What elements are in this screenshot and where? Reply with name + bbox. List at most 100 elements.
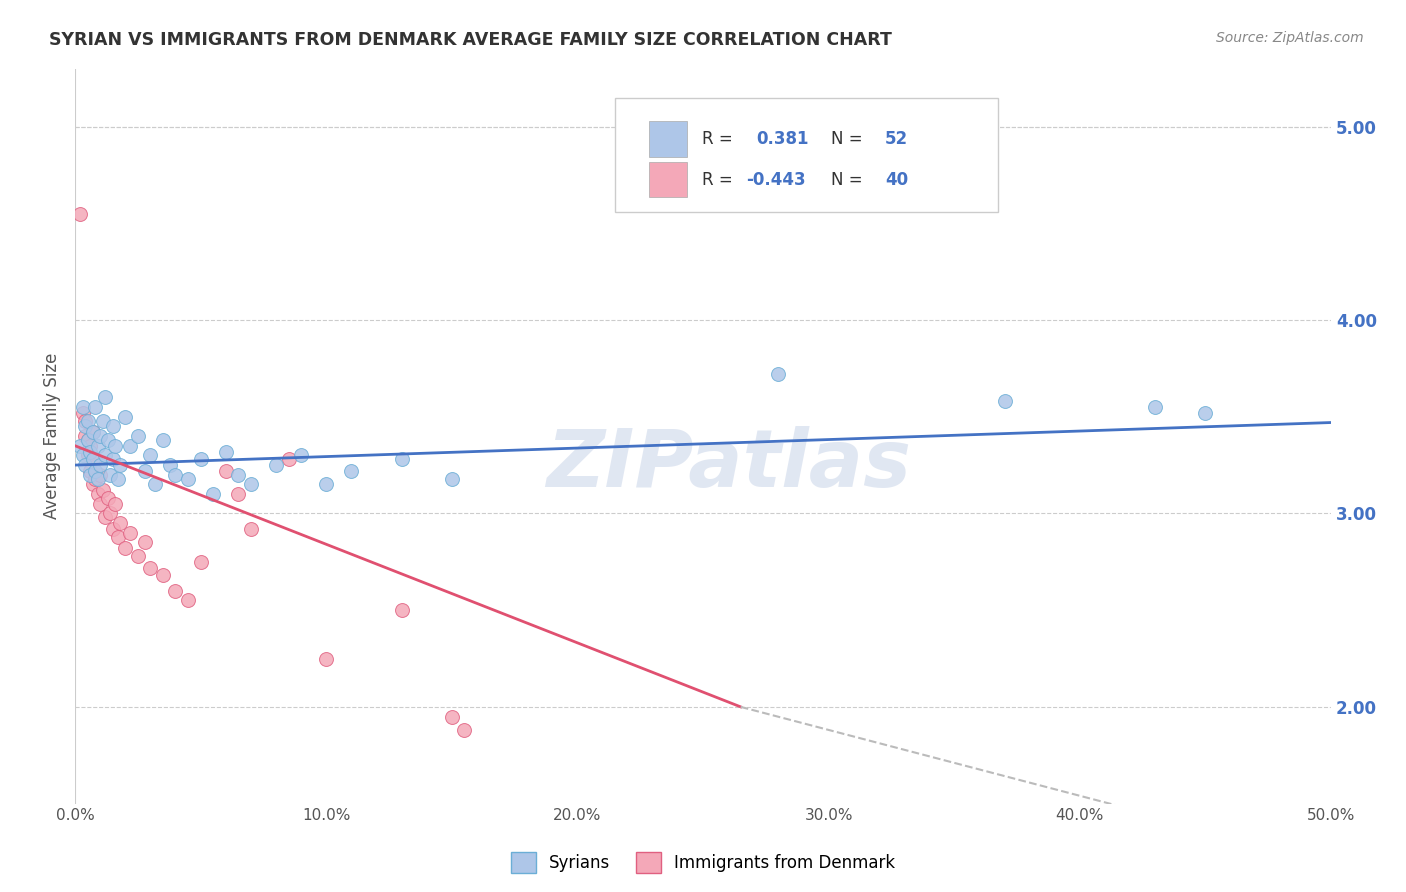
Point: [101, 419, 124, 434]
Point: [139, 449, 162, 463]
Point: [97, 491, 120, 505]
Point: [76, 433, 98, 447]
Point: [114, 541, 136, 556]
Point: [107, 472, 129, 486]
Text: N =: N =: [831, 170, 868, 188]
Point: [277, 452, 299, 467]
Point: [91, 414, 114, 428]
Text: 40: 40: [886, 170, 908, 188]
Point: [82, 452, 104, 467]
Point: [226, 467, 249, 482]
Y-axis label: Average Family Size: Average Family Size: [44, 353, 60, 519]
Point: [165, 467, 187, 482]
Point: [79, 444, 101, 458]
Point: [89, 458, 111, 472]
Point: [107, 530, 129, 544]
Point: [120, 439, 142, 453]
Point: [134, 464, 156, 478]
Point: [94, 449, 117, 463]
Point: [340, 464, 363, 478]
Point: [152, 568, 174, 582]
Point: [73, 458, 96, 472]
Point: [239, 522, 262, 536]
Text: SYRIAN VS IMMIGRANTS FROM DENMARK AVERAGE FAMILY SIZE CORRELATION CHART: SYRIAN VS IMMIGRANTS FROM DENMARK AVERAG…: [49, 31, 891, 49]
Point: [440, 709, 463, 723]
Point: [134, 535, 156, 549]
Point: [76, 414, 98, 428]
Point: [145, 477, 167, 491]
Bar: [650, 161, 686, 197]
Point: [104, 439, 127, 453]
Point: [159, 458, 181, 472]
Point: [120, 525, 142, 540]
Point: [84, 464, 107, 478]
Point: [1194, 406, 1216, 420]
Text: R =: R =: [702, 130, 742, 148]
Point: [72, 406, 94, 420]
Point: [104, 497, 127, 511]
Point: [73, 429, 96, 443]
Point: [391, 452, 413, 467]
Point: [86, 439, 108, 453]
Point: [215, 464, 238, 478]
Point: [440, 472, 463, 486]
Point: [84, 400, 107, 414]
Point: [315, 477, 337, 491]
Point: [82, 425, 104, 440]
Point: [76, 449, 98, 463]
Text: ZIPatlas: ZIPatlas: [546, 426, 911, 505]
Point: [215, 444, 238, 458]
Point: [82, 425, 104, 440]
Point: [73, 419, 96, 434]
Point: [94, 510, 117, 524]
Point: [94, 390, 117, 404]
Text: -0.443: -0.443: [745, 170, 806, 188]
Point: [239, 477, 262, 491]
Point: [98, 467, 121, 482]
Point: [114, 409, 136, 424]
Point: [177, 472, 200, 486]
Point: [73, 414, 96, 428]
Point: [79, 439, 101, 453]
Point: [139, 560, 162, 574]
Point: [290, 449, 312, 463]
Point: [391, 603, 413, 617]
Point: [76, 433, 98, 447]
Point: [226, 487, 249, 501]
Point: [165, 583, 187, 598]
Point: [177, 593, 200, 607]
Point: [110, 458, 132, 472]
Point: [79, 464, 101, 478]
Point: [69, 439, 91, 453]
Point: [86, 487, 108, 501]
Point: [97, 433, 120, 447]
Text: N =: N =: [831, 130, 868, 148]
Point: [84, 452, 107, 467]
Text: R =: R =: [702, 170, 738, 188]
Point: [110, 516, 132, 530]
Point: [1144, 400, 1167, 414]
Point: [72, 400, 94, 414]
Point: [72, 449, 94, 463]
Point: [89, 467, 111, 482]
Point: [190, 555, 212, 569]
Point: [202, 487, 225, 501]
Point: [86, 472, 108, 486]
Point: [89, 429, 111, 443]
Text: 0.381: 0.381: [756, 130, 808, 148]
Point: [89, 497, 111, 511]
Text: Source: ZipAtlas.com: Source: ZipAtlas.com: [1216, 31, 1364, 45]
Point: [84, 472, 107, 486]
Point: [190, 452, 212, 467]
Point: [993, 394, 1015, 409]
Point: [453, 723, 475, 738]
Point: [82, 477, 104, 491]
Point: [101, 522, 124, 536]
Text: 52: 52: [886, 130, 908, 148]
Legend: Syrians, Immigrants from Denmark: Syrians, Immigrants from Denmark: [505, 846, 901, 880]
Bar: [650, 121, 686, 157]
Point: [101, 452, 124, 467]
Point: [127, 549, 149, 563]
Point: [264, 458, 287, 472]
Point: [79, 467, 101, 482]
